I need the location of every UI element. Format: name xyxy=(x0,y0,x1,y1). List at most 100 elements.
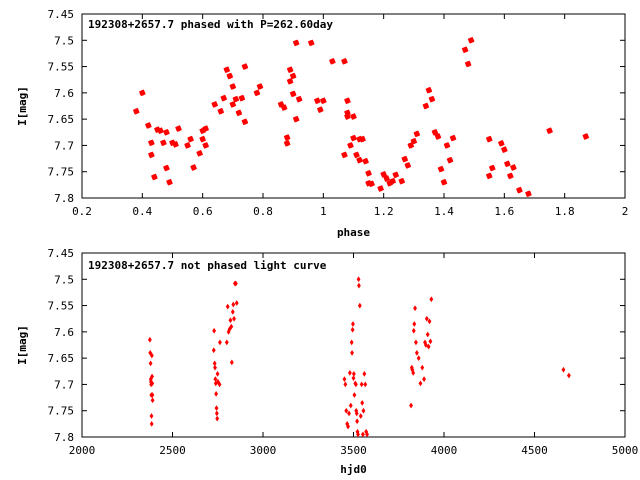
data-point xyxy=(342,376,347,383)
data-point xyxy=(426,343,431,350)
data-point xyxy=(377,185,384,192)
x-tick-label: 1.4 xyxy=(434,205,454,218)
data-point xyxy=(196,149,203,157)
data-point xyxy=(160,139,167,147)
data-point xyxy=(232,315,236,322)
data-point xyxy=(213,376,218,383)
data-point xyxy=(289,90,297,98)
data-point xyxy=(504,160,511,168)
y-tick-label: 7.5 xyxy=(54,34,74,47)
data-point xyxy=(202,142,210,149)
data-point xyxy=(283,134,291,141)
data-point xyxy=(163,164,170,172)
data-point xyxy=(238,94,246,102)
data-point xyxy=(365,431,369,438)
x-tick-label: 1.2 xyxy=(374,205,394,218)
data-point xyxy=(229,359,234,366)
y-tick-label: 7.7 xyxy=(54,139,74,152)
data-point xyxy=(292,39,300,47)
data-point xyxy=(329,57,336,65)
data-point xyxy=(350,326,355,333)
chart-title: 192308+2657.7 phased with P=262.60day xyxy=(88,18,333,31)
chart-panel-2: 2000 2500 3000 3500 4000 4500 5000 7.45 7.5 7.55 7… xyxy=(16,247,638,476)
data-point xyxy=(224,339,229,346)
data-point xyxy=(347,142,354,149)
data-point xyxy=(175,125,182,132)
data-point xyxy=(226,72,234,80)
data-point xyxy=(229,83,237,90)
data-point xyxy=(410,137,418,145)
data-point xyxy=(220,94,228,102)
data-point xyxy=(485,172,493,180)
data-point xyxy=(149,420,154,427)
data-point xyxy=(354,410,359,417)
data-point xyxy=(582,133,590,140)
data-point xyxy=(223,66,231,74)
data-point xyxy=(341,151,348,159)
x-tick-label: 3000 xyxy=(250,444,277,457)
data-point xyxy=(350,350,354,356)
data-point xyxy=(289,72,297,80)
data-point xyxy=(233,280,238,287)
data-point xyxy=(150,373,154,380)
data-point xyxy=(286,66,294,74)
data-point xyxy=(199,135,206,143)
data-point xyxy=(356,276,361,283)
data-point xyxy=(353,151,360,159)
x-tick-label: 0.8 xyxy=(253,205,273,218)
data-point xyxy=(363,381,368,388)
data-point xyxy=(213,364,217,371)
data-point xyxy=(423,339,427,346)
x-tick-label: 4000 xyxy=(431,444,458,457)
data-point xyxy=(344,407,349,414)
data-point xyxy=(231,301,236,308)
data-point xyxy=(212,360,217,367)
data-point xyxy=(355,428,360,435)
data-point xyxy=(497,140,505,147)
data-point xyxy=(148,151,155,159)
data-point xyxy=(420,364,425,371)
y-tick-label: 7.7 xyxy=(54,378,74,391)
data-point xyxy=(429,296,434,303)
y-tick-label: 7.75 xyxy=(48,405,75,418)
data-point xyxy=(292,115,300,123)
y-axis-label: I[mag] xyxy=(16,86,29,126)
data-point xyxy=(357,282,361,289)
data-point xyxy=(356,156,363,164)
data-point xyxy=(280,104,288,111)
data-point xyxy=(313,97,321,105)
data-point xyxy=(132,107,140,115)
data-point xyxy=(151,173,158,181)
y-tick-label: 7.6 xyxy=(54,87,74,100)
y-tick-label: 7.65 xyxy=(48,113,75,126)
data-point xyxy=(416,355,421,362)
data-point xyxy=(347,369,352,376)
data-point xyxy=(187,135,194,143)
data-point xyxy=(234,300,239,306)
data-point xyxy=(166,178,173,186)
data-point xyxy=(218,339,222,346)
y-tick-label: 7.6 xyxy=(54,326,74,339)
data-point xyxy=(449,134,457,142)
data-point xyxy=(214,405,219,411)
data-point xyxy=(380,171,387,178)
data-point xyxy=(228,317,233,324)
data-point xyxy=(341,57,348,65)
x-tick-label: 2 xyxy=(622,205,629,218)
data-point xyxy=(488,164,496,172)
data-point xyxy=(346,423,350,430)
data-point xyxy=(148,139,155,147)
data-point xyxy=(344,97,351,105)
data-point xyxy=(214,391,219,397)
data-point xyxy=(190,164,197,171)
x-axis-label: hjd0 xyxy=(340,463,367,476)
data-point xyxy=(461,46,469,54)
plot-frame xyxy=(81,252,626,438)
data-point xyxy=(172,141,179,148)
data-point xyxy=(510,164,517,171)
data-point xyxy=(409,402,413,409)
data-point xyxy=(256,83,264,90)
data-point xyxy=(561,366,566,373)
x-tick-label: 4500 xyxy=(521,444,548,457)
